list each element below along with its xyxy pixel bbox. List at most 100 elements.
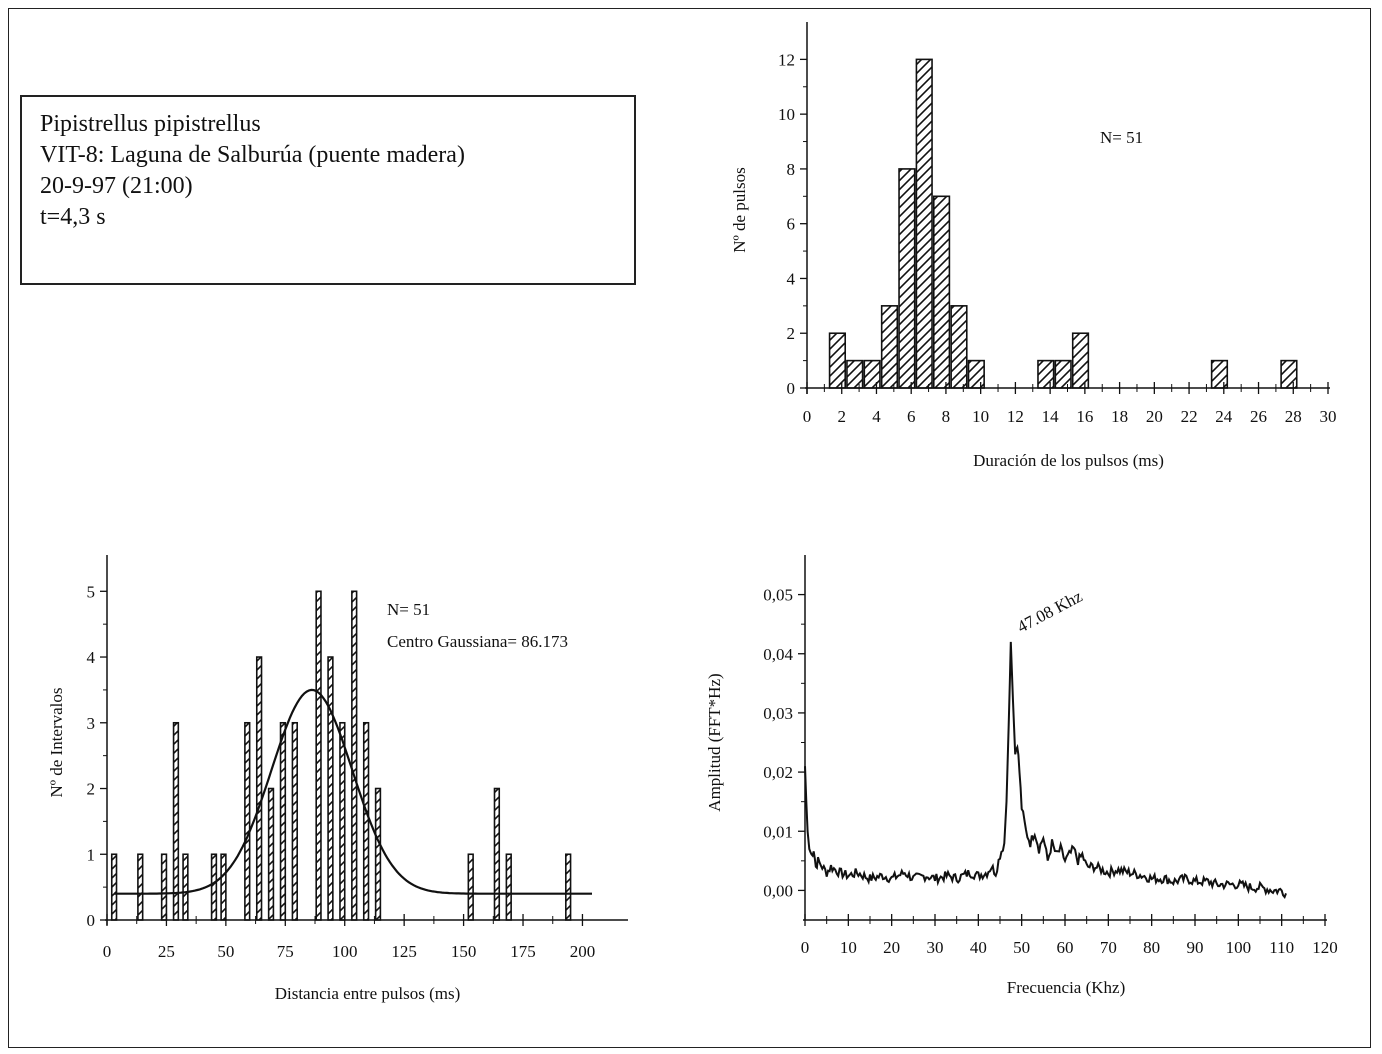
x-tick-label: 12	[1007, 407, 1024, 426]
peak-annotation: 47.08 Khz	[1014, 586, 1086, 636]
histogram-bar	[315, 590, 322, 921]
x-tick-label: 200	[570, 942, 596, 961]
x-tick-label: 28	[1285, 407, 1302, 426]
x-tick-label: 60	[1057, 938, 1074, 957]
x-tick-label: 10	[972, 407, 989, 426]
histogram-bar	[898, 168, 916, 389]
y-tick-label: 0,03	[763, 704, 793, 723]
x-tick-label: 26	[1250, 407, 1267, 426]
histogram-bar	[493, 787, 501, 921]
histogram-bar	[137, 853, 144, 921]
histogram-bar	[160, 853, 168, 921]
x-tick-label: 8	[942, 407, 951, 426]
x-tick-label: 100	[332, 942, 358, 961]
y-tick-label: 0,00	[763, 881, 793, 900]
x-tick-label: 75	[277, 942, 294, 961]
y-axis-title: Nº de pulsos	[730, 167, 749, 253]
histogram-bar	[255, 656, 263, 921]
histogram-bar	[467, 853, 474, 921]
histogram-bar	[950, 305, 968, 389]
histogram-bar	[932, 195, 951, 389]
y-tick-label: 2	[787, 324, 796, 343]
y-tick-label: 0,05	[763, 586, 793, 605]
x-tick-label: 2	[837, 407, 846, 426]
y-tick-label: 0,02	[763, 763, 793, 782]
x-tick-label: 100	[1226, 938, 1252, 957]
x-tick-label: 40	[970, 938, 987, 957]
x-tick-label: 0	[803, 407, 812, 426]
y-tick-label: 0,04	[763, 645, 793, 664]
x-tick-label: 30	[927, 938, 944, 957]
histogram-bar	[374, 787, 382, 921]
x-tick-label: 175	[510, 942, 536, 961]
histogram-bar	[351, 590, 358, 921]
x-tick-label: 90	[1187, 938, 1204, 957]
y-tick-label: 6	[787, 215, 796, 234]
y-tick-label: 1	[87, 845, 96, 864]
histogram-bar	[1280, 359, 1298, 389]
histogram-bar	[1037, 359, 1055, 389]
histogram-bar	[1210, 359, 1229, 389]
y-tick-label: 2	[87, 780, 96, 799]
x-tick-label: 6	[907, 407, 916, 426]
histogram-bar	[110, 853, 118, 921]
figure-frame	[8, 8, 1371, 1048]
species-label: Pipistrellus pipistrellus	[40, 111, 261, 137]
x-tick-label: 50	[1013, 938, 1030, 957]
histogram-bar	[172, 721, 180, 921]
histogram-bar	[863, 359, 881, 389]
histogram-bar	[339, 721, 346, 921]
histogram-bar	[362, 721, 370, 921]
histogram-bar	[828, 332, 847, 389]
gaussian-center-annotation: Centro Gaussiana= 86.173	[387, 632, 568, 651]
site-label: VIT-8: Laguna de Salburúa (puente madera…	[40, 142, 465, 168]
info-box: Pipistrellus pipistrellus VIT-8: Laguna …	[20, 95, 636, 285]
gaussian-fit-curve	[114, 688, 592, 895]
histogram-bar	[279, 721, 287, 921]
x-tick-label: 10	[840, 938, 857, 957]
histogram-bar	[267, 787, 275, 921]
y-axis-title: Nº de Intervalos	[47, 687, 66, 797]
x-axis-title: Distancia entre pulsos (ms)	[275, 984, 461, 1003]
x-tick-label: 150	[451, 942, 477, 961]
x-tick-label: 110	[1269, 938, 1294, 957]
histogram-bar	[244, 721, 251, 921]
histogram-bar	[846, 359, 864, 389]
x-axis-title: Frecuencia (Khz)	[1007, 978, 1125, 997]
histogram-bar	[505, 853, 512, 921]
x-tick-label: 25	[158, 942, 175, 961]
x-tick-label: 0	[103, 942, 112, 961]
histogram-bar	[220, 853, 227, 921]
x-tick-label: 0	[801, 938, 810, 957]
x-tick-label: 70	[1100, 938, 1117, 957]
histogram-bar	[880, 305, 899, 389]
y-tick-label: 0	[787, 379, 796, 398]
histogram-bar	[967, 359, 985, 389]
x-tick-label: 4	[872, 407, 881, 426]
y-tick-label: 0,01	[763, 822, 793, 841]
x-axis-title: Duración de los pulsos (ms)	[973, 451, 1164, 470]
x-tick-label: 24	[1215, 407, 1233, 426]
y-tick-label: 12	[778, 50, 795, 69]
x-tick-label: 14	[1042, 407, 1060, 426]
duration-label: t=4,3 s	[40, 204, 106, 230]
x-tick-label: 20	[883, 938, 900, 957]
y-tick-label: 8	[787, 160, 796, 179]
histogram-bar	[210, 853, 218, 921]
date-label: 20-9-97 (21:00)	[40, 173, 193, 199]
histogram-bar	[1071, 332, 1090, 389]
n-annotation: N= 51	[387, 600, 430, 619]
x-tick-label: 30	[1320, 407, 1337, 426]
x-tick-label: 125	[391, 942, 417, 961]
y-tick-label: 5	[87, 582, 96, 601]
x-tick-label: 80	[1143, 938, 1160, 957]
histogram-bar	[182, 853, 189, 921]
spectrum-line	[804, 641, 1287, 900]
y-tick-label: 4	[87, 648, 96, 667]
y-axis-title: Amplitud (FFT*Hz)	[705, 673, 724, 811]
n-annotation: N= 51	[1100, 128, 1143, 147]
y-tick-label: 0	[87, 911, 96, 930]
histogram-bar	[291, 721, 298, 921]
